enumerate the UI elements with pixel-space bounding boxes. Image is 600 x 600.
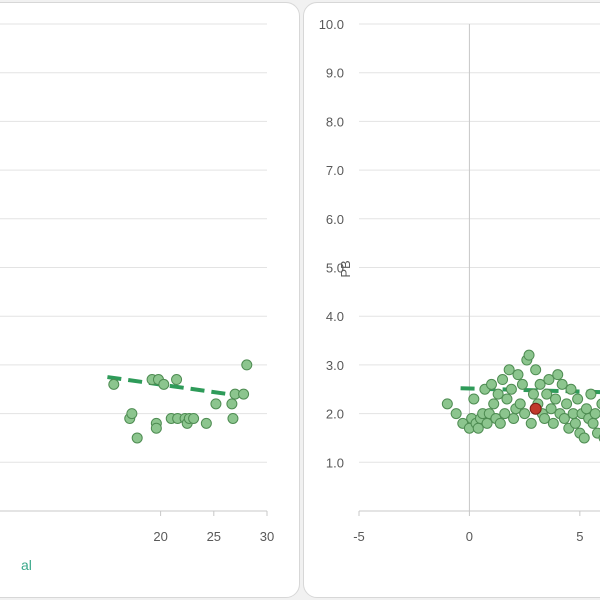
data-point xyxy=(505,383,517,395)
data-point xyxy=(514,398,526,410)
data-point xyxy=(578,432,590,444)
data-point xyxy=(543,374,555,386)
data-point xyxy=(512,369,524,381)
x-tick-label: 20 xyxy=(153,529,167,544)
data-point xyxy=(226,398,238,410)
data-point xyxy=(587,417,599,429)
data-point xyxy=(450,408,462,420)
data-point xyxy=(558,412,570,424)
data-point xyxy=(580,403,592,415)
data-point xyxy=(486,378,497,390)
right-chart-panel: 1.0 2.0 3.0 4.0 5.0 6.0 7.0 8.0 9.0 10.0 -5 0 5 PB xyxy=(303,2,600,598)
data-point xyxy=(545,403,557,415)
y-tick-label: 10.0 xyxy=(319,17,344,32)
data-point xyxy=(497,374,509,386)
y-tick-label: 6.0 xyxy=(326,212,344,227)
data-point xyxy=(108,378,120,390)
data-point xyxy=(488,398,500,410)
left-scatter-chart: 20 25 30 al xyxy=(0,23,274,573)
data-point xyxy=(171,374,183,386)
data-point xyxy=(150,422,162,434)
data-point xyxy=(534,378,546,390)
data-point xyxy=(569,417,581,429)
data-point xyxy=(561,398,573,410)
data-point xyxy=(499,408,511,420)
data-point xyxy=(188,412,200,424)
data-point xyxy=(238,388,250,400)
y-tick-label: 7.0 xyxy=(326,163,344,178)
data-point xyxy=(519,408,531,420)
data-point xyxy=(481,417,493,429)
data-point xyxy=(472,422,484,434)
data-point xyxy=(131,432,143,444)
highlighted-data-point xyxy=(529,402,542,415)
x-tick-label: -5 xyxy=(353,529,365,544)
data-point xyxy=(441,398,453,410)
data-point xyxy=(541,388,553,400)
data-point xyxy=(565,383,577,395)
trendline xyxy=(107,375,246,399)
data-point xyxy=(572,393,584,405)
data-point xyxy=(508,412,520,424)
y-tick-label: 9.0 xyxy=(326,66,344,81)
x-tick-label: 5 xyxy=(576,529,583,544)
left-chart-panel: 20 25 30 al xyxy=(0,2,300,598)
y-tick-label: 2.0 xyxy=(326,407,344,422)
right-scatter-chart: 1.0 2.0 3.0 4.0 5.0 6.0 7.0 8.0 9.0 10.0 -5 0 5 PB xyxy=(319,17,600,544)
x-tick-label: 0 xyxy=(466,529,473,544)
y-tick-label: 8.0 xyxy=(326,114,344,129)
data-point xyxy=(492,388,504,400)
y-tick-label: 3.0 xyxy=(326,358,344,373)
data-point xyxy=(585,388,597,400)
y-axis-title: PB xyxy=(338,260,353,277)
data-point xyxy=(516,378,528,390)
x-tick-label: 25 xyxy=(207,529,221,544)
data-point xyxy=(550,393,562,405)
data-point xyxy=(547,417,559,429)
legend-text-fragment: al xyxy=(21,557,32,573)
data-point xyxy=(527,388,539,400)
data-point xyxy=(126,408,138,420)
data-point xyxy=(468,393,480,405)
data-point xyxy=(523,349,535,361)
data-point xyxy=(589,408,600,420)
y-tick-label: 1.0 xyxy=(326,455,344,470)
data-point xyxy=(241,359,253,371)
data-point xyxy=(501,393,513,405)
data-point xyxy=(596,398,600,410)
data-point xyxy=(503,364,515,376)
data-point xyxy=(494,417,506,429)
data-point xyxy=(592,427,600,439)
data-point xyxy=(210,398,222,410)
data-point xyxy=(200,417,212,429)
data-point xyxy=(530,364,542,376)
data-point xyxy=(556,378,568,390)
y-tick-label: 4.0 xyxy=(326,309,344,324)
data-point xyxy=(227,412,239,424)
y-tick-label: 5.0 xyxy=(326,261,344,276)
data-point xyxy=(158,378,170,390)
data-point xyxy=(525,417,537,429)
data-point xyxy=(552,369,564,381)
data-point xyxy=(539,412,550,424)
x-tick-label: 30 xyxy=(260,529,274,544)
